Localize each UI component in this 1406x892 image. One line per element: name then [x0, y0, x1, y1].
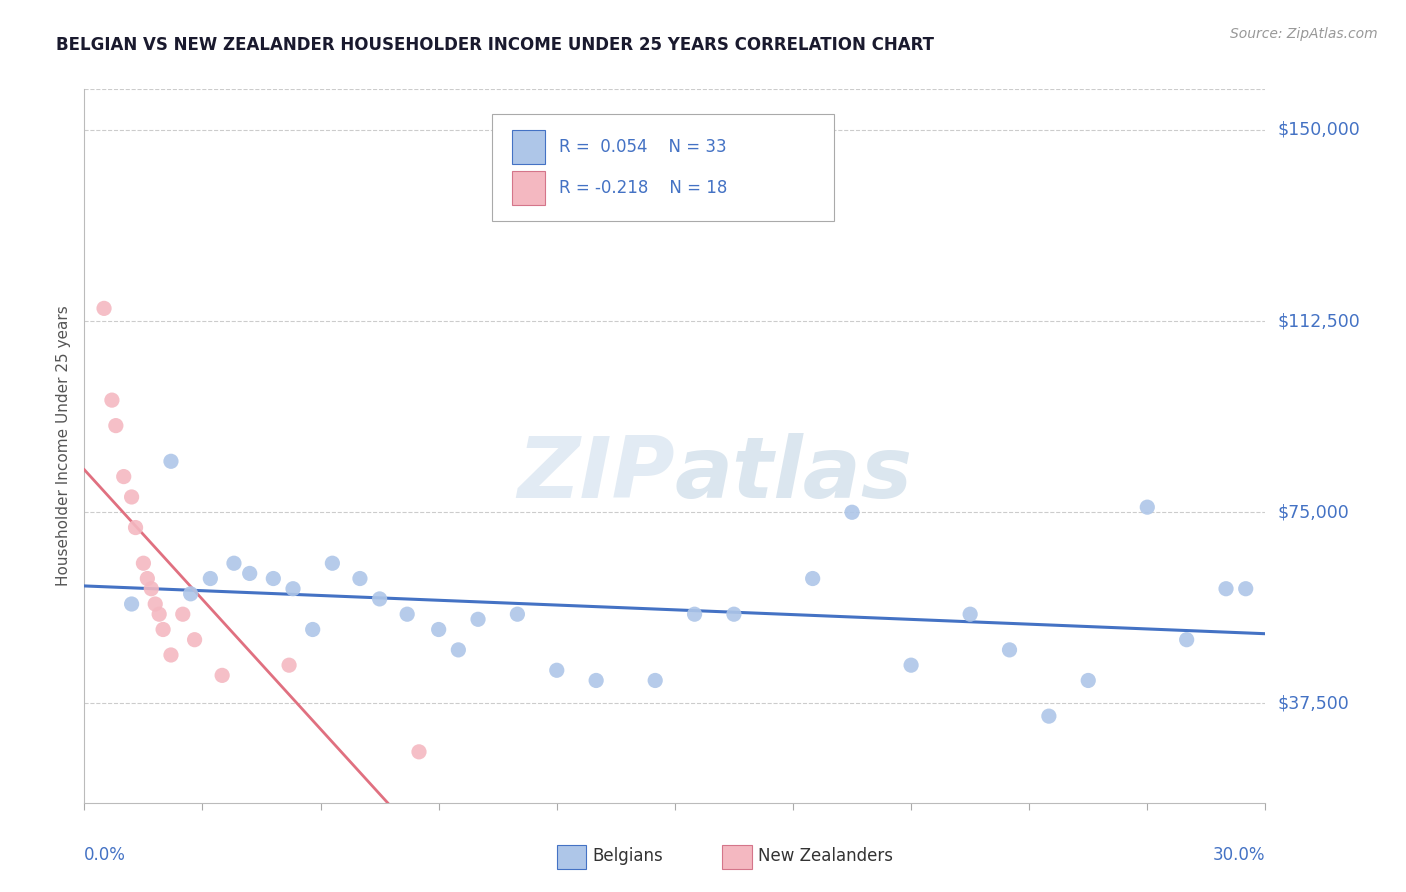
- Point: [152, 623, 174, 637]
- Text: $37,500: $37,500: [1277, 694, 1348, 713]
- Point: [841, 505, 863, 519]
- Point: [200, 572, 222, 586]
- Point: [368, 591, 391, 606]
- Point: [281, 582, 304, 596]
- Y-axis label: Householder Income Under 25 years: Householder Income Under 25 years: [56, 306, 72, 586]
- Point: [172, 607, 194, 622]
- Point: [112, 469, 135, 483]
- FancyBboxPatch shape: [512, 130, 546, 164]
- Point: [427, 623, 450, 637]
- Point: [1077, 673, 1099, 688]
- Point: [546, 663, 568, 677]
- Point: [644, 673, 666, 688]
- Point: [121, 490, 143, 504]
- Point: [222, 556, 245, 570]
- Point: [239, 566, 262, 581]
- Point: [160, 648, 183, 662]
- Point: [1038, 709, 1060, 723]
- FancyBboxPatch shape: [512, 170, 546, 205]
- Point: [101, 393, 124, 408]
- Point: [141, 582, 163, 596]
- Text: R =  0.054    N = 33: R = 0.054 N = 33: [560, 138, 727, 156]
- Point: [136, 572, 159, 586]
- Point: [121, 597, 143, 611]
- Point: [104, 418, 127, 433]
- Text: $112,500: $112,500: [1277, 312, 1360, 330]
- Point: [321, 556, 343, 570]
- FancyBboxPatch shape: [492, 114, 834, 221]
- Point: [211, 668, 233, 682]
- Point: [132, 556, 155, 570]
- Point: [900, 658, 922, 673]
- Point: [1175, 632, 1198, 647]
- Point: [262, 572, 284, 586]
- Point: [408, 745, 430, 759]
- Point: [349, 572, 371, 586]
- Point: [180, 587, 202, 601]
- Point: [278, 658, 301, 673]
- FancyBboxPatch shape: [557, 845, 586, 869]
- Point: [723, 607, 745, 622]
- Point: [148, 607, 170, 622]
- Text: $150,000: $150,000: [1277, 121, 1360, 139]
- Text: Source: ZipAtlas.com: Source: ZipAtlas.com: [1230, 27, 1378, 41]
- Text: BELGIAN VS NEW ZEALANDER HOUSEHOLDER INCOME UNDER 25 YEARS CORRELATION CHART: BELGIAN VS NEW ZEALANDER HOUSEHOLDER INC…: [56, 36, 934, 54]
- Point: [93, 301, 115, 316]
- Point: [683, 607, 706, 622]
- Point: [1234, 582, 1257, 596]
- Point: [143, 597, 166, 611]
- Text: ZIP: ZIP: [517, 433, 675, 516]
- Text: R = -0.218    N = 18: R = -0.218 N = 18: [560, 178, 727, 196]
- Point: [506, 607, 529, 622]
- Point: [160, 454, 183, 468]
- Point: [183, 632, 205, 647]
- Point: [998, 643, 1021, 657]
- Text: 0.0%: 0.0%: [84, 846, 127, 863]
- Point: [1136, 500, 1159, 515]
- Point: [959, 607, 981, 622]
- Text: atlas: atlas: [675, 433, 912, 516]
- Point: [301, 623, 323, 637]
- Point: [396, 607, 419, 622]
- Point: [447, 643, 470, 657]
- Point: [585, 673, 607, 688]
- Text: Belgians: Belgians: [592, 847, 664, 865]
- Text: New Zealanders: New Zealanders: [758, 847, 893, 865]
- Point: [1215, 582, 1237, 596]
- Text: 30.0%: 30.0%: [1213, 846, 1265, 863]
- Point: [467, 612, 489, 626]
- Point: [124, 520, 146, 534]
- Text: $75,000: $75,000: [1277, 503, 1348, 521]
- Point: [801, 572, 824, 586]
- FancyBboxPatch shape: [723, 845, 752, 869]
